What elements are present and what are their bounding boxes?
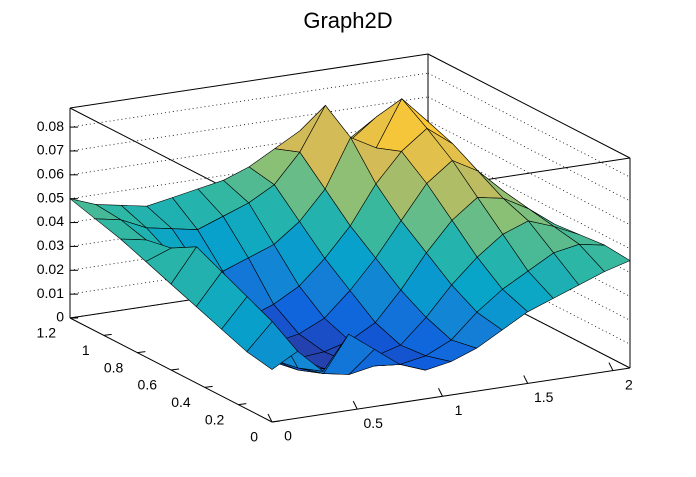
y-tick-label: 0.4: [171, 394, 191, 410]
chart-title: Graph2D: [303, 8, 392, 33]
x-tick-label: 0: [284, 428, 292, 444]
axis-line: [271, 367, 631, 423]
y-tick-label: 0.8: [104, 359, 124, 375]
y-tick: [137, 351, 146, 354]
z-tick-label: 0.07: [37, 142, 64, 158]
box-edge: [427, 53, 631, 159]
x-tick: [608, 362, 614, 371]
x-tick: [352, 400, 358, 410]
grid-line: [69, 239, 429, 295]
z-tick-label: 0.08: [37, 118, 64, 134]
y-tick-label: 1.2: [37, 325, 57, 341]
x-tick-label: 2: [625, 376, 633, 392]
y-tick-label: 0.2: [205, 411, 225, 427]
x-tick-label: 1.5: [534, 389, 554, 405]
surface-cell: [246, 321, 298, 370]
y-tick: [238, 403, 247, 406]
x-tick: [438, 388, 443, 397]
y-tick-label: 0.6: [138, 377, 158, 393]
y-tick: [170, 368, 180, 371]
y-tick: [69, 316, 79, 319]
z-tick-label: 0.06: [37, 166, 64, 182]
x-tick: [523, 375, 529, 384]
box-edge: [69, 53, 429, 109]
y-tick-label: 1: [82, 342, 90, 358]
grid-line: [69, 120, 429, 176]
y-tick: [103, 333, 112, 336]
grid-line: [69, 96, 429, 152]
z-tick-label: 0.05: [37, 189, 64, 205]
z-tick-label: 0.02: [37, 261, 64, 277]
z-tick-label: 0.04: [37, 213, 64, 229]
x-tick-label: 1: [455, 402, 463, 418]
y-tick: [271, 420, 281, 423]
grid-line: [69, 215, 429, 271]
grid-line: [69, 263, 429, 319]
y-tick-label: 0: [250, 429, 258, 445]
x-tick: [267, 413, 273, 423]
z-tick-label: 0: [56, 309, 64, 325]
grid-line: [69, 72, 429, 128]
y-tick: [204, 385, 213, 388]
grid-line: [69, 144, 429, 200]
z-tick-label: 0.03: [37, 237, 64, 253]
z-tick-label: 0.01: [37, 285, 64, 301]
x-tick-label: 0.5: [364, 415, 384, 431]
